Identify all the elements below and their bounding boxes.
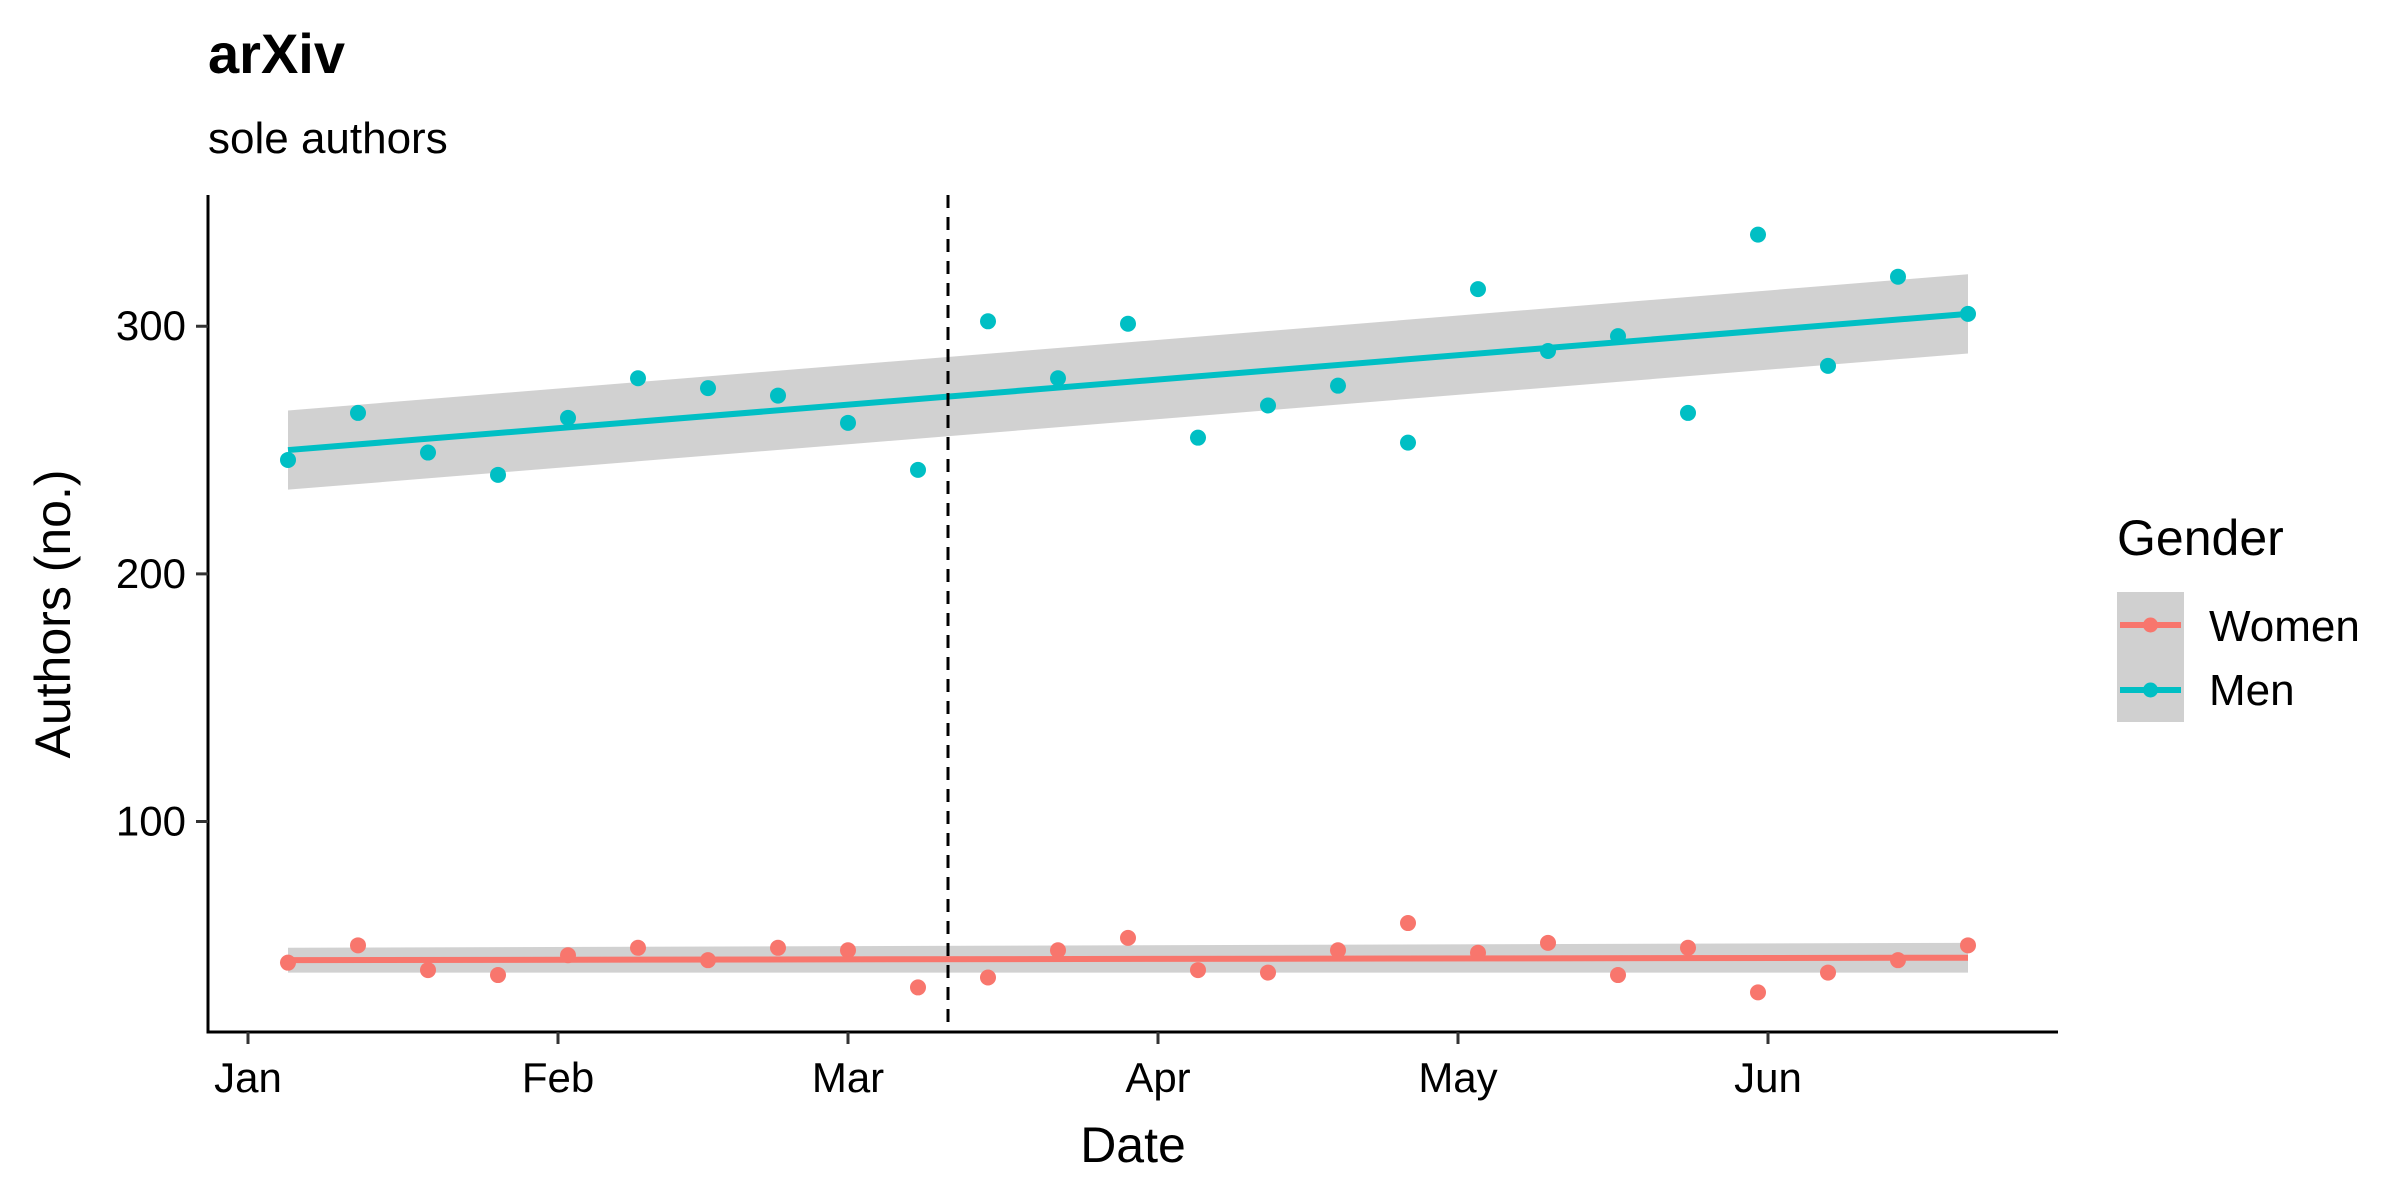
data-point-women bbox=[1820, 964, 1836, 981]
data-point-men bbox=[560, 409, 576, 426]
y-tick-label: 300 bbox=[116, 302, 186, 349]
data-point-women bbox=[1540, 934, 1556, 951]
y-tick-label: 100 bbox=[116, 798, 186, 845]
data-point-women bbox=[490, 967, 506, 984]
data-point-men bbox=[1750, 226, 1766, 243]
chart-title: arXiv bbox=[208, 22, 345, 85]
data-point-women bbox=[1190, 962, 1206, 979]
legend-label-women: Women bbox=[2209, 602, 2360, 651]
x-tick-label: Jan bbox=[214, 1054, 282, 1101]
legend-item-women: Women bbox=[2120, 602, 2360, 651]
data-point-men bbox=[420, 444, 436, 461]
data-point-men bbox=[1260, 397, 1276, 414]
data-point-men bbox=[1470, 281, 1486, 298]
y-axis-title: Authors (no.) bbox=[25, 469, 81, 758]
data-point-men bbox=[1190, 429, 1206, 446]
data-point-men bbox=[700, 380, 716, 397]
x-tick-label: Apr bbox=[1125, 1054, 1190, 1101]
data-point-women bbox=[1120, 929, 1136, 946]
data-point-men bbox=[1330, 377, 1346, 394]
y-axis-ticks: 100 200 300 bbox=[116, 302, 208, 845]
data-point-women bbox=[1680, 939, 1696, 956]
x-tick-label: Feb bbox=[522, 1054, 594, 1101]
data-point-women bbox=[1750, 984, 1766, 1001]
trend-line-men bbox=[287, 310, 1969, 454]
data-point-men bbox=[770, 387, 786, 404]
x-axis-title: Date bbox=[1080, 1117, 1186, 1173]
data-point-women bbox=[1400, 915, 1416, 932]
plot-area bbox=[280, 195, 1976, 1032]
legend-key-background bbox=[2117, 592, 2184, 722]
data-point-men bbox=[1050, 370, 1066, 387]
data-point-men bbox=[910, 461, 926, 478]
data-point-men bbox=[350, 404, 366, 421]
data-point-men bbox=[1890, 268, 1906, 285]
data-point-women bbox=[1330, 942, 1346, 959]
x-tick-label: Mar bbox=[812, 1054, 884, 1101]
data-point-women bbox=[980, 969, 996, 986]
data-point-men bbox=[840, 414, 856, 431]
data-point-men bbox=[980, 313, 996, 330]
x-tick-label: Jun bbox=[1734, 1054, 1802, 1101]
legend-item-men: Men bbox=[2120, 666, 2295, 715]
x-tick-label: May bbox=[1418, 1054, 1497, 1101]
data-point-men bbox=[1680, 404, 1696, 421]
data-point-women bbox=[1960, 937, 1976, 954]
data-point-men bbox=[1400, 434, 1416, 451]
data-point-women bbox=[630, 939, 646, 956]
data-point-men bbox=[490, 466, 506, 483]
trend-line-women bbox=[287, 954, 1969, 964]
data-point-women bbox=[350, 937, 366, 954]
data-point-women bbox=[1050, 942, 1066, 959]
data-point-women bbox=[1610, 967, 1626, 984]
x-axis-ticks: Jan Feb Mar Apr May Jun bbox=[214, 1032, 1802, 1101]
chart-subtitle: sole authors bbox=[208, 114, 448, 163]
legend-title: Gender bbox=[2117, 510, 2284, 566]
data-point-men bbox=[1820, 357, 1836, 374]
legend-point-men bbox=[2143, 682, 2158, 698]
data-point-men bbox=[630, 370, 646, 387]
data-point-men bbox=[280, 451, 296, 468]
legend-label-men: Men bbox=[2209, 666, 2295, 715]
legend: Gender Women Men bbox=[2117, 510, 2360, 722]
data-point-women bbox=[1260, 964, 1276, 981]
data-point-women bbox=[840, 942, 856, 959]
y-tick-label: 200 bbox=[116, 550, 186, 597]
data-point-women bbox=[770, 939, 786, 956]
data-point-women bbox=[420, 962, 436, 979]
data-point-women bbox=[910, 979, 926, 996]
legend-point-women bbox=[2143, 617, 2158, 633]
data-point-men bbox=[1120, 315, 1136, 332]
